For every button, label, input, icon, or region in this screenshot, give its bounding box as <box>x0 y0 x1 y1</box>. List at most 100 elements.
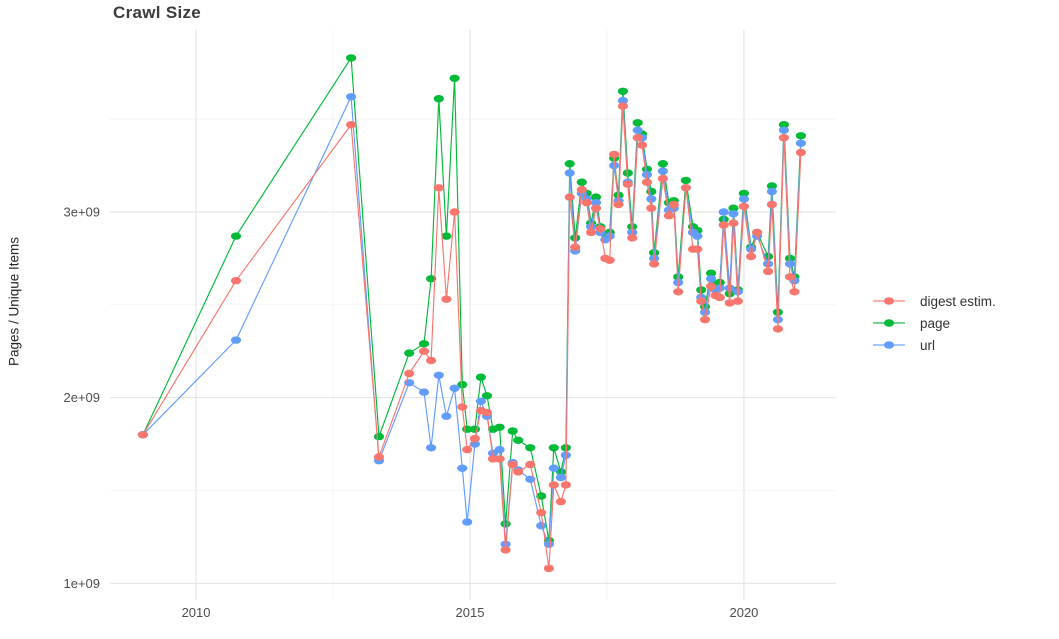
series-page-point <box>795 132 807 140</box>
series-digest-estim-point <box>426 356 437 365</box>
series-digest-estim-point <box>548 481 559 489</box>
series-digest-estim-point <box>595 225 606 233</box>
series-url-point <box>692 232 703 240</box>
legend: digest estim. page url <box>872 290 996 356</box>
series-digest-estim-point <box>609 150 620 159</box>
series-page-point <box>525 444 536 452</box>
series-url-point <box>475 397 486 405</box>
series-url-point <box>646 195 657 203</box>
series-url-point <box>738 195 750 203</box>
series-page-point <box>441 232 452 240</box>
series-digest-estim-point <box>137 431 148 439</box>
series-digest-estim-point <box>673 288 684 296</box>
gridlines-minor <box>110 30 836 600</box>
axis-tick-labels: 1e+09 2e+09 3e+09 2010 2015 2020 <box>63 204 758 620</box>
series-page-point <box>507 427 518 435</box>
series-page-point <box>576 178 587 186</box>
series-page-point <box>617 87 629 96</box>
series-digest-estim-point <box>718 221 729 229</box>
series-digest-estim-point <box>699 315 711 324</box>
series-url-point <box>586 223 597 231</box>
series-url-point <box>418 388 430 396</box>
series-digest-estim-point <box>789 288 800 296</box>
series-page-point <box>778 121 790 129</box>
series-digest-estim-point <box>590 204 602 212</box>
series-digest-estim-point <box>373 453 385 461</box>
series-digest-estim-point <box>784 273 796 281</box>
series-page-point <box>766 182 778 190</box>
series-page-point <box>536 492 547 500</box>
series-url-point <box>724 284 735 292</box>
series-url-point <box>426 444 437 452</box>
legend-label-page: page <box>920 315 951 331</box>
series-digest-estim-point <box>586 228 597 237</box>
legend-label-digest: digest estim. <box>920 293 996 309</box>
series-digest-estim-point <box>494 455 505 463</box>
x-tick-label: 2020 <box>729 605 758 620</box>
series-url-point <box>346 93 357 101</box>
series-digest-estim-point <box>560 481 572 489</box>
y-tick-label: 1e+09 <box>63 576 100 591</box>
series-digest-estim-point <box>627 234 638 242</box>
series-url-point <box>706 275 717 283</box>
series-digest-estim-point <box>622 180 633 188</box>
y-axis-title: Pages / Unique Items <box>6 236 22 367</box>
series-digest-estim-point <box>500 546 511 554</box>
series-page-point <box>449 74 460 83</box>
series-digest-estim-point <box>570 243 581 251</box>
series-digest-estim-point <box>346 121 357 129</box>
series-page-point <box>500 520 511 528</box>
legend-item-page: page <box>872 312 996 334</box>
series-digest-estim-point <box>668 200 679 209</box>
legend-key-page-icon <box>873 319 905 327</box>
series-digest-estim-point <box>457 403 468 411</box>
series-url-point <box>462 518 473 526</box>
chart-title: Crawl Size <box>113 3 202 22</box>
series-digest-estim-point <box>706 282 717 290</box>
series-page-point <box>346 54 357 62</box>
series-digest-estim-point <box>732 297 744 305</box>
series-digest-estim-point <box>752 228 763 237</box>
series-page-point <box>230 232 242 240</box>
series-digest-estim-point <box>543 564 555 573</box>
series-digest-estim-point <box>772 325 784 333</box>
series-digest-estim-point <box>555 497 567 506</box>
series-digest-estim-point <box>746 252 757 261</box>
series-digest-estim-point <box>649 260 660 268</box>
series-digest-estim-point <box>724 299 735 307</box>
series-url-point <box>657 167 669 175</box>
series-digest-estim-point <box>230 277 242 285</box>
series-page-point <box>548 444 559 452</box>
series-digest-estim-line <box>142 105 802 569</box>
series-digest-estim-point <box>617 102 629 110</box>
series-page-point <box>680 176 692 185</box>
series-url-point <box>778 126 790 134</box>
series-url-point <box>564 169 575 177</box>
series-page-point <box>426 275 437 283</box>
series-digest-estim-point <box>449 208 460 216</box>
series-digest-estim-point <box>481 408 493 417</box>
series-url-point <box>699 308 711 316</box>
series-digest-estim-point <box>636 141 648 149</box>
series-url-point <box>457 464 468 472</box>
y-tick-label: 2e+09 <box>63 390 100 405</box>
series-page-point <box>469 425 480 433</box>
series-digest-estim-point <box>795 148 807 157</box>
series-digest-estim-point <box>738 202 750 211</box>
gridlines-major <box>110 30 836 600</box>
legend-key-digest-icon <box>873 297 905 305</box>
series-digest-estim-point <box>576 186 587 194</box>
series-url-point <box>230 336 242 344</box>
legend-item-digest: digest estim. <box>872 290 996 312</box>
series-page-point <box>632 119 643 127</box>
series-digest-estim-point <box>581 199 592 207</box>
series-digest-estim-point <box>696 297 707 305</box>
series-page-point <box>433 95 444 103</box>
series-url-point <box>795 139 807 147</box>
series-url-point <box>718 208 729 216</box>
series-url-point <box>590 199 602 207</box>
series-digest-estim-point <box>763 267 774 276</box>
series-page-point <box>564 160 575 168</box>
